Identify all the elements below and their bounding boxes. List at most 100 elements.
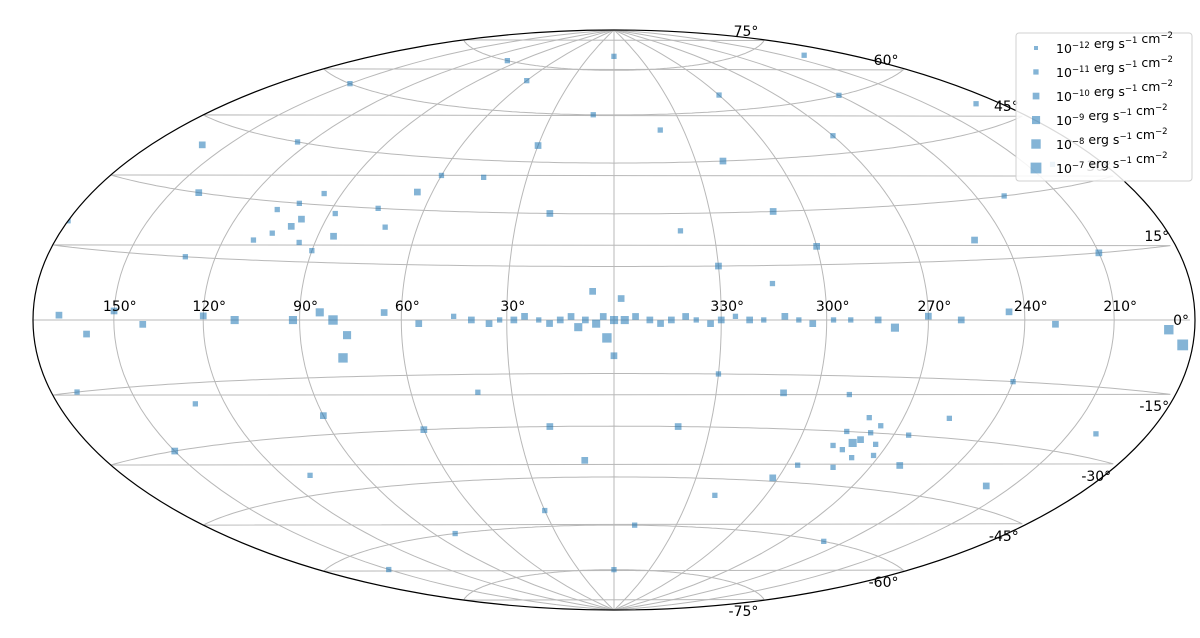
source-marker: [715, 371, 722, 377]
source-marker: [896, 462, 904, 469]
latitude-gridline: [323, 68, 905, 116]
source-marker: [1177, 339, 1189, 351]
longitude-gridline: [400, 30, 615, 610]
latitude-tick-label: 75°: [734, 24, 759, 40]
sky-boundary: [32, 29, 1196, 611]
source-marker: [321, 190, 327, 197]
source-marker: [182, 254, 188, 260]
source-marker: [192, 401, 198, 407]
source-marker: [55, 311, 63, 319]
source-marker: [521, 313, 528, 320]
source-marker: [610, 316, 619, 325]
source-marker: [171, 447, 179, 455]
source-marker: [475, 389, 481, 395]
latitude-tick-label: -75°: [729, 604, 759, 620]
source-markers: [55, 52, 1189, 573]
longitude-tick-label: 330°: [710, 299, 744, 315]
source-marker: [415, 320, 423, 327]
source-marker: [813, 243, 820, 250]
source-marker: [380, 309, 388, 316]
source-marker: [83, 330, 90, 338]
longitude-gridline: [506, 30, 615, 610]
source-marker: [674, 423, 682, 430]
legend-label: 10−11 erg s−1 cm−2: [1056, 55, 1173, 80]
source-marker: [330, 232, 337, 240]
source-marker: [315, 308, 324, 317]
latitude-tick-label: 15°: [1144, 229, 1169, 245]
legend-marker: [1033, 69, 1039, 75]
longitude-tick-label: 150°: [103, 299, 137, 315]
source-marker: [199, 312, 207, 320]
source-marker: [874, 316, 882, 324]
legend-marker: [1030, 162, 1042, 174]
source-marker: [693, 317, 699, 323]
legend-label: 10−9 erg s−1 cm−2: [1056, 103, 1168, 128]
source-marker: [761, 317, 767, 323]
source-marker: [611, 53, 617, 59]
source-marker: [414, 188, 421, 196]
source-marker: [195, 189, 203, 196]
longitude-tick-label: 60°: [395, 299, 420, 315]
source-marker: [468, 316, 475, 324]
source-marker: [857, 436, 864, 443]
source-marker: [878, 423, 884, 429]
longitude-tick-label: 240°: [1014, 299, 1048, 315]
source-marker: [769, 208, 777, 215]
source-marker: [769, 280, 776, 287]
latitude-tick-label: 45°: [994, 99, 1019, 115]
source-marker: [320, 412, 327, 419]
source-marker: [846, 391, 852, 398]
source-marker: [296, 239, 302, 246]
latitude-gridline: [110, 425, 1114, 466]
legend-marker: [1032, 116, 1041, 125]
source-marker: [973, 101, 979, 107]
source-marker: [682, 313, 689, 320]
source-marker: [946, 415, 952, 421]
source-marker: [632, 522, 638, 528]
source-marker: [420, 426, 428, 433]
latitude-tick-label: -30°: [1081, 469, 1111, 485]
source-marker: [957, 316, 965, 324]
longitude-tick-label: 300°: [816, 299, 850, 315]
source-marker: [657, 320, 664, 327]
legend-frame: [1015, 32, 1193, 182]
latitude-tick-label: -45°: [989, 529, 1019, 545]
source-marker: [906, 432, 912, 438]
legend-marker: [1034, 46, 1038, 50]
source-marker: [617, 295, 625, 302]
source-marker: [556, 316, 564, 324]
source-marker: [288, 316, 297, 325]
source-marker: [574, 323, 583, 332]
source-marker: [375, 205, 381, 211]
source-marker: [546, 210, 554, 217]
source-marker: [481, 174, 487, 180]
longitude-tick-label: 90°: [293, 299, 318, 315]
source-marker: [602, 333, 612, 343]
source-marker: [801, 52, 807, 58]
source-marker: [925, 312, 932, 320]
source-marker: [536, 317, 542, 323]
longitude-tick-label: 120°: [192, 299, 226, 315]
source-marker: [849, 455, 855, 461]
source-marker: [198, 141, 206, 149]
source-marker: [781, 313, 789, 320]
source-marker: [848, 438, 857, 447]
source-marker: [546, 320, 553, 327]
source-marker: [438, 172, 445, 179]
source-marker: [534, 142, 542, 149]
source-marker: [589, 288, 596, 295]
source-marker: [830, 464, 836, 470]
source-marker: [269, 230, 275, 236]
source-marker: [230, 316, 239, 325]
legend-label: 10−12 erg s−1 cm−2: [1056, 31, 1173, 56]
source-marker: [343, 331, 352, 340]
source-marker: [497, 317, 503, 323]
source-marker: [868, 430, 874, 436]
source-marker: [1010, 379, 1016, 385]
source-marker: [830, 133, 836, 139]
source-marker: [485, 320, 493, 327]
source-marker: [347, 81, 353, 87]
source-marker: [717, 316, 725, 324]
latitude-gridline: [52, 244, 1171, 267]
